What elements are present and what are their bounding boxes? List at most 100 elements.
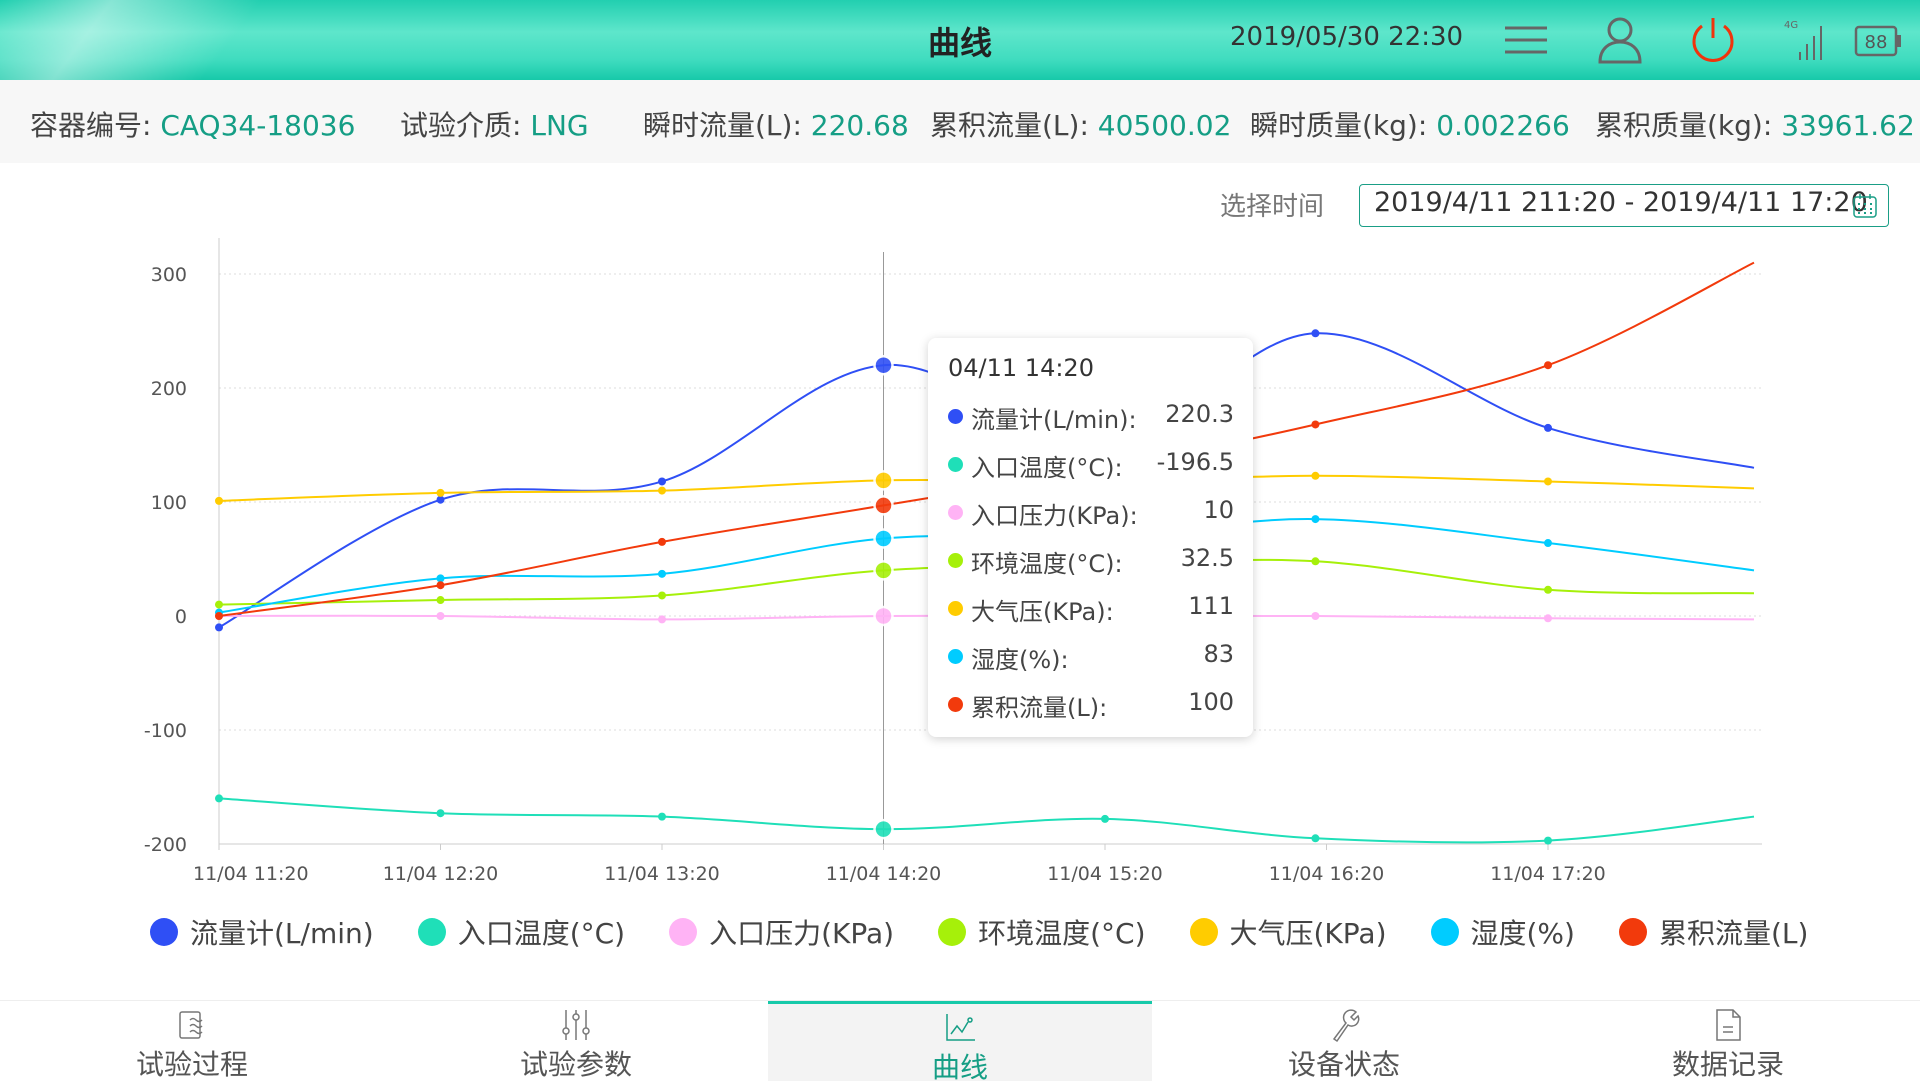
legend-dot	[150, 918, 178, 946]
tooltip-label: 入口压力(KPa):	[971, 502, 1138, 530]
data-point	[1311, 834, 1320, 843]
data-point	[436, 612, 445, 620]
tooltip-label: 湿度(%):	[971, 646, 1069, 674]
legend-item[interactable]: 入口温度(°C)	[417, 912, 626, 952]
time-range-value: 2019/4/11 211:20 - 2019/4/11 17:20	[1374, 187, 1868, 218]
tab-data-records[interactable]: 数据记录	[1536, 1001, 1920, 1081]
series-dot	[948, 697, 963, 712]
info-medium: 试验介质: LNG	[400, 109, 589, 142]
data-point	[1544, 836, 1552, 845]
tooltip-value: 32.5	[1180, 544, 1234, 572]
data-point	[215, 612, 223, 620]
data-point	[436, 809, 445, 818]
legend-item[interactable]: 入口压力(KPa)	[669, 912, 894, 952]
x-tick-label: 11/04 12:20	[383, 863, 499, 885]
legend-label: 湿度(%)	[1470, 917, 1575, 950]
tooltip-label: 流量计(L/min):	[971, 406, 1137, 434]
legend-label: 入口温度(°C)	[457, 917, 626, 950]
tooltip-row: 入口压力(KPa): 10	[948, 492, 1238, 532]
data-point	[1311, 329, 1320, 338]
info-instant-flow: 瞬时流量(L): 220.68	[643, 109, 909, 142]
legend-dot	[1430, 918, 1459, 946]
tooltip-row: 流量计(L/min): 220.3	[948, 396, 1238, 436]
legend-item[interactable]: 大气压(KPa)	[1189, 912, 1387, 952]
legend-dot	[1189, 918, 1218, 946]
data-point	[658, 537, 666, 546]
data-point	[658, 812, 666, 821]
tab-test-params[interactable]: 试验参数	[384, 1001, 768, 1081]
tooltip-label: 累积流量(L):	[971, 694, 1108, 722]
data-point	[658, 569, 666, 578]
page-title: 曲线	[927, 24, 992, 62]
y-tick-label: -100	[144, 720, 187, 742]
data-point	[215, 496, 223, 505]
datetime: 2019/05/30 22:30	[1230, 22, 1464, 52]
y-tick-label: 100	[151, 492, 187, 514]
series-dot	[948, 649, 963, 664]
power-icon[interactable]	[1687, 14, 1739, 66]
x-tick-label: 11/04 16:20	[1269, 863, 1385, 885]
data-point	[658, 615, 666, 624]
tooltip-row: 大气压(KPa): 111	[948, 588, 1238, 628]
info-cumulative-mass: 累积质量(kg): 33961.62	[1595, 109, 1915, 142]
info-cumulative-flow: 累积流量(L): 40500.02	[930, 109, 1232, 142]
tab-label: 数据记录	[1671, 1048, 1784, 1081]
data-point	[215, 600, 223, 609]
tab-label: 曲线	[931, 1051, 988, 1084]
data-point	[1311, 471, 1320, 480]
data-point	[1311, 515, 1320, 524]
legend-item[interactable]: 环境温度(°C)	[938, 912, 1146, 952]
info-container-id: 容器编号: CAQ34-18036	[30, 109, 356, 142]
x-tick-label: 11/04 14:20	[826, 863, 942, 885]
data-point	[658, 477, 666, 486]
tooltip-row: 环境温度(°C): 32.5	[948, 540, 1238, 580]
highlight-point	[873, 354, 894, 376]
y-tick-label: 200	[151, 378, 187, 400]
tooltip-row: 累积流量(L): 100	[948, 684, 1238, 724]
legend-item[interactable]: 累积流量(L)	[1618, 912, 1809, 952]
tab-device-status[interactable]: 设备状态	[1152, 1001, 1536, 1081]
tooltip-row: 湿度(%): 83	[948, 636, 1238, 676]
legend-dot	[1618, 918, 1647, 946]
data-point	[436, 581, 445, 590]
y-tick-label: -200	[144, 834, 187, 856]
legend-item[interactable]: 流量计(L/min)	[150, 912, 374, 952]
series-dot	[948, 553, 963, 568]
legend-dot	[417, 918, 446, 946]
tab-curve[interactable]: 曲线	[768, 1001, 1152, 1084]
tooltip-value: -196.5	[1156, 448, 1234, 476]
user-icon[interactable]	[1594, 14, 1646, 66]
chart-tooltip: 04/11 14:20 流量计(L/min): 220.3 入口温度(°C): -19…	[928, 338, 1253, 737]
y-tick-label: 300	[151, 264, 187, 286]
series-dot	[948, 457, 963, 472]
data-point	[1544, 477, 1552, 486]
battery-icon: 88	[1854, 25, 1901, 57]
app-header: 曲线 2019/05/30 22:30 4G 88	[0, 0, 1920, 80]
info-instant-mass: 瞬时质量(kg): 0.002266	[1250, 109, 1570, 142]
menu-icon[interactable]	[1500, 14, 1552, 66]
highlight-point	[873, 560, 894, 581]
tooltip-value: 100	[1188, 688, 1234, 716]
series-dot	[948, 601, 963, 616]
series-dot	[948, 409, 963, 424]
data-point	[1101, 814, 1109, 823]
legend-label: 累积流量(L)	[1658, 917, 1809, 950]
legend-item[interactable]: 湿度(%)	[1430, 912, 1575, 952]
signal-icon: 4G	[1784, 20, 1822, 60]
process-icon	[179, 1011, 203, 1039]
data-point	[215, 794, 223, 803]
y-tick-label: 0	[175, 606, 187, 628]
legend-dot	[938, 918, 967, 946]
info-bar: 容器编号: CAQ34-18036 试验介质: LNG 瞬时流量(L): 220…	[0, 80, 1920, 163]
tab-label: 试验过程	[135, 1048, 248, 1081]
data-point	[1544, 585, 1552, 594]
calendar-icon[interactable]	[1852, 193, 1878, 219]
data-point	[436, 596, 445, 605]
tab-test-process[interactable]: 试验过程	[0, 1001, 384, 1081]
highlight-point	[873, 528, 894, 549]
x-tick-label: 11/04 15:20	[1047, 863, 1163, 885]
highlight-point	[873, 605, 894, 627]
tooltip-value: 220.3	[1165, 400, 1234, 428]
tooltip-time: 04/11 14:20	[948, 354, 1094, 382]
time-range-input[interactable]: 2019/4/11 211:20 - 2019/4/11 17:20	[1359, 184, 1889, 227]
